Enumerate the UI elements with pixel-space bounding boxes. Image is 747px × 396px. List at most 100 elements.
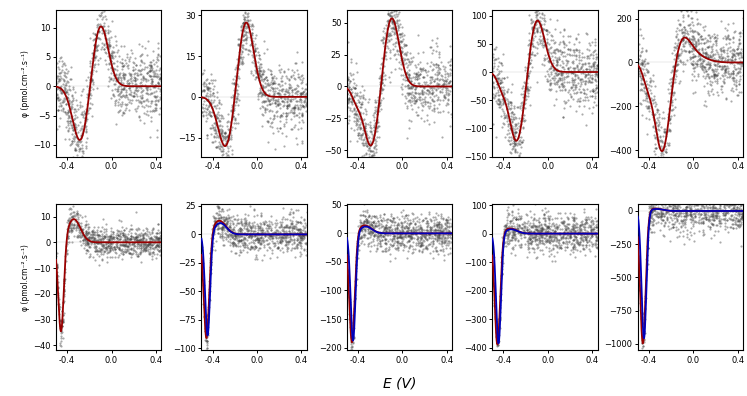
Point — [150, 67, 162, 73]
Point — [716, 63, 728, 70]
Point — [689, 28, 701, 34]
Point — [658, 197, 670, 203]
Point — [430, 86, 442, 92]
Point — [662, 196, 674, 202]
Point — [711, 213, 723, 219]
Point — [525, 241, 537, 248]
Point — [297, 72, 309, 78]
Point — [115, 82, 127, 89]
Point — [84, 69, 96, 75]
Point — [347, 97, 359, 103]
Point — [291, 237, 303, 244]
Point — [231, 87, 243, 93]
Point — [225, 223, 237, 230]
Point — [65, 220, 77, 227]
Point — [636, 59, 648, 65]
Point — [285, 220, 297, 227]
Point — [97, 23, 109, 29]
Point — [223, 215, 235, 221]
Point — [282, 87, 294, 93]
Point — [495, 84, 506, 90]
Point — [230, 242, 242, 248]
Point — [273, 238, 285, 245]
Point — [248, 219, 260, 225]
Point — [347, 339, 359, 345]
Point — [707, 222, 719, 228]
Point — [532, 7, 544, 13]
Point — [143, 77, 155, 84]
Point — [100, 231, 112, 238]
Point — [146, 77, 158, 84]
Point — [223, 206, 235, 212]
Point — [571, 47, 583, 53]
Point — [672, 45, 684, 51]
Point — [575, 234, 587, 240]
Point — [81, 230, 93, 236]
Point — [384, 241, 396, 247]
Point — [379, 31, 391, 38]
Point — [80, 139, 92, 145]
Point — [513, 141, 525, 148]
Point — [503, 97, 515, 104]
Point — [199, 327, 211, 334]
Point — [58, 298, 69, 304]
Point — [538, 57, 550, 63]
Point — [669, 205, 681, 211]
Point — [250, 244, 262, 250]
Point — [368, 150, 380, 156]
Point — [105, 240, 117, 246]
Point — [375, 84, 387, 90]
Point — [519, 241, 531, 247]
Point — [548, 229, 560, 235]
Point — [710, 66, 722, 72]
Point — [586, 110, 598, 116]
Point — [633, 41, 645, 47]
Point — [355, 219, 367, 225]
Point — [224, 126, 236, 132]
Point — [300, 229, 311, 236]
Point — [443, 237, 455, 244]
Point — [407, 83, 419, 89]
Point — [93, 29, 105, 36]
Point — [403, 245, 415, 251]
Point — [288, 95, 300, 102]
Point — [93, 240, 105, 246]
Point — [685, 199, 697, 206]
Point — [509, 142, 521, 148]
Point — [418, 232, 430, 238]
Point — [354, 235, 366, 242]
Point — [204, 265, 216, 271]
Point — [728, 225, 740, 232]
Point — [69, 222, 81, 228]
Point — [233, 231, 245, 237]
Point — [132, 103, 144, 109]
Point — [208, 228, 220, 234]
Point — [202, 86, 214, 92]
Point — [695, 198, 707, 204]
Point — [430, 227, 442, 233]
Point — [669, 44, 681, 50]
Point — [256, 237, 268, 244]
Point — [276, 245, 288, 251]
Point — [685, 207, 697, 213]
Point — [650, 120, 662, 126]
Point — [286, 237, 298, 243]
Point — [249, 233, 261, 239]
Point — [686, 27, 698, 34]
Point — [111, 240, 123, 246]
Point — [523, 12, 535, 18]
Point — [539, 231, 551, 237]
Point — [119, 101, 131, 107]
Point — [288, 86, 300, 92]
Point — [719, 32, 731, 39]
Point — [268, 113, 280, 119]
Point — [420, 215, 432, 222]
Point — [55, 107, 66, 114]
Point — [415, 234, 427, 241]
Point — [659, 199, 671, 205]
Point — [52, 123, 64, 129]
Point — [224, 236, 236, 242]
Point — [532, 217, 544, 223]
Point — [589, 240, 601, 246]
Point — [61, 124, 72, 130]
